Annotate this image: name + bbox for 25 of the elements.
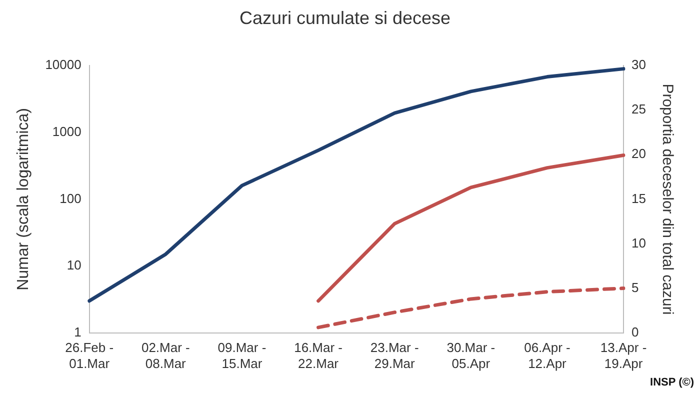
y-tick-label: 1000 [52, 124, 82, 139]
line-series [316, 286, 626, 330]
x-tick-label: 13.Apr - 19.Apr [600, 340, 647, 371]
chart-title: Cazuri cumulate si decese [239, 8, 451, 28]
y-tick-label: 10000 [45, 57, 82, 72]
x-tick-label: 09.Mar - 15.Mar [218, 340, 266, 371]
x-tick-label: 06.Apr - 12.Apr [524, 340, 570, 371]
y2-tick-label: 5 [632, 280, 639, 295]
y-tick-label: 1 [74, 324, 82, 340]
y-tick-label: 100 [60, 190, 82, 206]
y2-tick-label: 25 [632, 102, 646, 117]
y2-tick-label: 10 [632, 235, 646, 250]
y2-tick-label: 0 [632, 324, 639, 340]
text: INSP (©) [650, 376, 694, 389]
x-tick-label: 26.Feb - 01.Mar [65, 340, 114, 371]
y2-tick-label: 30 [632, 57, 646, 72]
x-tick-label: 23.Mar - 29.Mar [370, 340, 419, 371]
x-tick-label: 16.Mar - 22.Mar [294, 340, 342, 371]
y2-axis-title: Proportia deceselor din total cazuri [658, 84, 676, 315]
x-tick-label: 02.Mar - 08.Mar [141, 340, 190, 371]
x-tick-label: 30.Mar - 05.Apr [446, 340, 496, 371]
y2-tick-label: 20 [632, 146, 646, 162]
y2-tick-label: 15 [632, 190, 646, 206]
y-axis-title: Numar (scala logaritmica) [15, 108, 32, 290]
y-tick-label: 10 [66, 258, 82, 273]
